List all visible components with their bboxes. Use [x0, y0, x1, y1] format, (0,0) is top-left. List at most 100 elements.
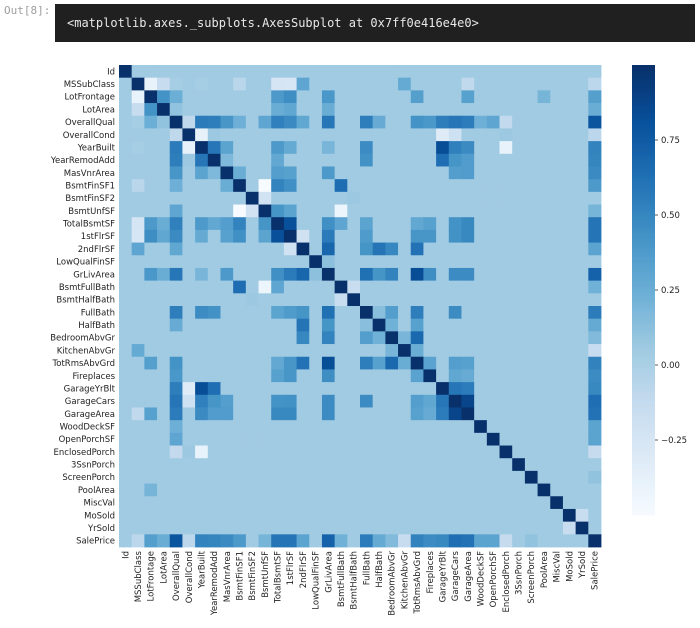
heatmap-cell: [360, 483, 374, 497]
heatmap-cell: [499, 166, 513, 180]
heatmap-cell: [423, 382, 437, 396]
heatmap-cell: [296, 128, 310, 142]
heatmap-cell: [588, 65, 602, 79]
heatmap-cell: [119, 508, 133, 523]
heatmap-cell: [347, 483, 361, 497]
heatmap-cell: [157, 331, 171, 345]
heatmap-cell: [220, 344, 234, 358]
heatmap-cell: [283, 103, 297, 117]
colorbar-segment: [632, 449, 655, 453]
heatmap-cell: [588, 432, 602, 446]
heatmap-cell: [461, 179, 475, 193]
heatmap-cell: [309, 293, 323, 307]
heatmap-cell: [588, 483, 602, 497]
heatmap-cell: [131, 267, 145, 282]
heatmap-cell: [436, 445, 450, 459]
heatmap-cell: [119, 356, 133, 370]
heatmap-cell: [157, 255, 171, 269]
heatmap-cell: [245, 179, 259, 193]
heatmap-cell: [524, 432, 538, 446]
heatmap-cell: [575, 191, 589, 205]
x-tick-label: LotArea: [159, 551, 169, 584]
heatmap-cell: [207, 255, 221, 269]
heatmap-cell: [410, 306, 424, 320]
colorbar-segment: [632, 329, 655, 333]
heatmap-cell: [283, 77, 297, 91]
heatmap-cell: [195, 115, 209, 129]
heatmap-cell: [334, 521, 348, 535]
heatmap-cell: [562, 318, 577, 332]
heatmap-cell: [233, 115, 247, 129]
heatmap-cell: [537, 344, 551, 358]
heatmap-cell: [524, 496, 538, 510]
heatmap-cell: [131, 470, 145, 484]
heatmap-cell: [296, 470, 310, 484]
heatmap-cell: [245, 432, 259, 446]
colorbar-segment: [632, 227, 655, 231]
heatmap-cell: [347, 204, 361, 218]
heatmap-cell: [207, 280, 221, 294]
colorbar-segment: [632, 485, 655, 489]
heatmap-cell: [207, 521, 221, 535]
heatmap-cell: [512, 229, 526, 243]
heatmap-cell: [372, 420, 386, 434]
heatmap-cell: [271, 344, 285, 358]
heatmap-cell: [182, 470, 196, 484]
heatmap-cell: [258, 470, 272, 484]
heatmap-cell: [195, 382, 209, 396]
heatmap-cell: [233, 534, 247, 548]
heatmap-cell: [233, 508, 247, 523]
colorbar-segment: [632, 140, 655, 144]
heatmap-cell: [119, 483, 133, 497]
y-tick-label: LotFrontage: [65, 93, 115, 103]
heatmap-cell: [144, 153, 158, 167]
heatmap-cell: [423, 508, 437, 523]
colorbar-segment: [632, 266, 655, 270]
heatmap-cell: [512, 280, 526, 294]
heatmap-cell: [195, 255, 209, 269]
heatmap-cell: [550, 90, 564, 104]
y-tick-label: PoolArea: [78, 486, 115, 496]
heatmap-cell: [398, 407, 412, 421]
heatmap-cell: [321, 534, 336, 548]
heatmap-cell: [296, 394, 310, 408]
heatmap-cell: [296, 483, 310, 497]
heatmap-cell: [157, 242, 171, 256]
heatmap-cell: [258, 204, 272, 218]
heatmap-cell: [398, 90, 412, 104]
heatmap-cell: [486, 217, 500, 231]
heatmap-cell: [169, 103, 183, 117]
heatmap-cell: [575, 470, 589, 484]
heatmap-cell: [220, 166, 234, 180]
heatmap-cell: [195, 369, 209, 383]
colorbar-segment: [632, 404, 655, 408]
heatmap-cell: [309, 141, 323, 155]
heatmap-cell: [195, 229, 209, 243]
heatmap-cell: [410, 166, 424, 180]
heatmap-cell: [220, 458, 234, 472]
heatmap-cell: [537, 306, 551, 320]
heatmap-cell: [588, 344, 602, 358]
heatmap-cell: [296, 115, 310, 129]
heatmap-cell: [233, 420, 247, 434]
colorbar-segment: [632, 236, 655, 240]
heatmap-cell: [448, 470, 462, 484]
heatmap-cell: [575, 407, 589, 421]
heatmap-cell: [309, 521, 323, 535]
heatmap-cell: [474, 382, 488, 396]
heatmap-cell: [233, 166, 247, 180]
heatmap-cell: [524, 420, 538, 434]
heatmap-cell: [474, 65, 488, 79]
heatmap-cell: [207, 65, 221, 79]
heatmap-cell: [524, 331, 538, 345]
heatmap-cell: [524, 115, 538, 129]
heatmap-cell: [207, 179, 221, 193]
heatmap-cell: [575, 153, 589, 167]
heatmap-cell: [410, 191, 424, 205]
heatmap-cell: [157, 153, 171, 167]
heatmap-cell: [372, 458, 386, 472]
heatmap-cell: [474, 420, 488, 434]
heatmap-cell: [334, 267, 348, 282]
heatmap-cell: [258, 508, 272, 523]
heatmap-cell: [347, 458, 361, 472]
